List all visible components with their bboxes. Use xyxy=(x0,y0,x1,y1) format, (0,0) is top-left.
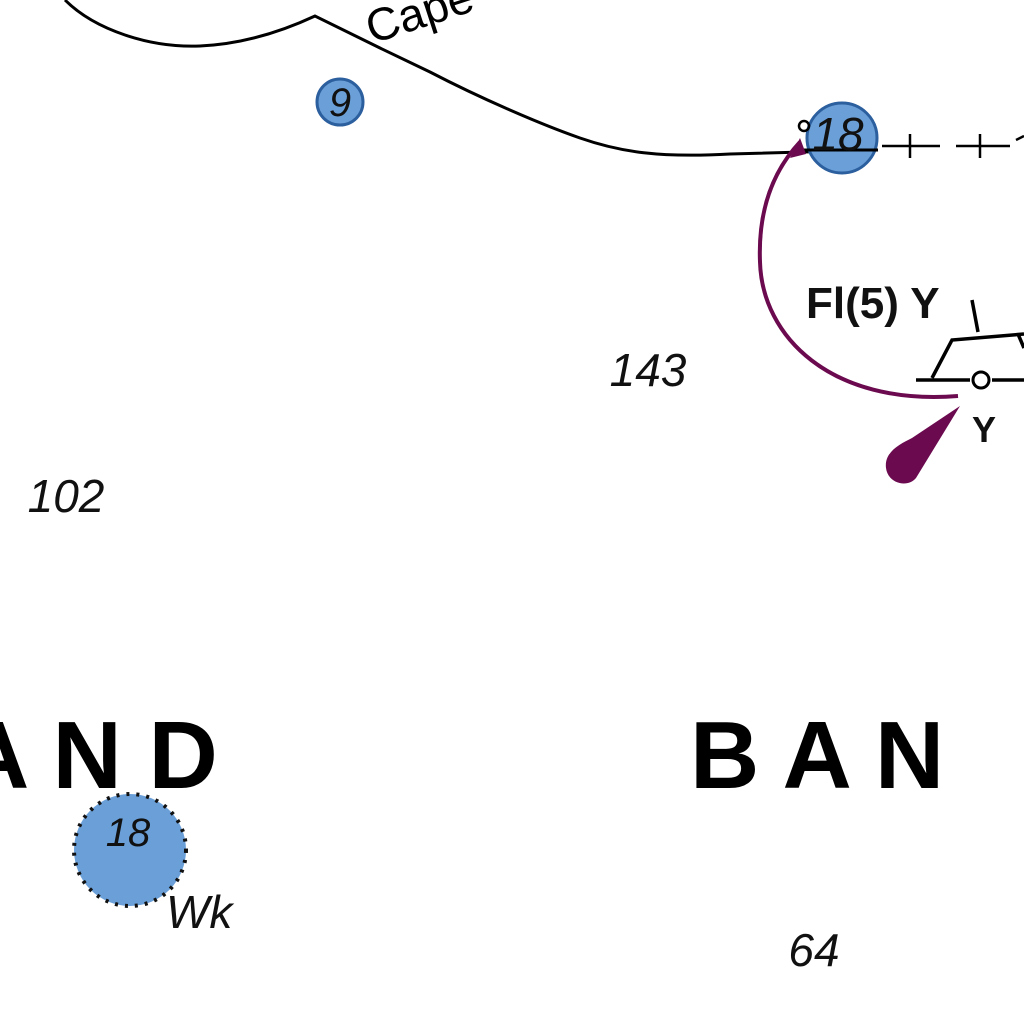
wreck-label: Wk xyxy=(166,886,234,938)
light-arc-arrowhead xyxy=(790,138,806,158)
rock-18-label: 18 xyxy=(812,108,864,160)
rock-awash-9: 9 xyxy=(315,77,365,127)
wreck-depth-label: 18 xyxy=(106,811,151,855)
coastline xyxy=(63,0,879,157)
sounding-102: 102 xyxy=(28,470,105,522)
rock-9-label: 9 xyxy=(329,81,351,125)
rock-coast-18: 18 xyxy=(797,101,879,175)
light-sector-arc xyxy=(757,140,959,399)
light-characteristic-label: Fl(5) Y xyxy=(806,279,940,328)
sounding-64: 64 xyxy=(788,924,839,976)
limit-line xyxy=(882,134,1024,158)
buoy-colour-label: Y xyxy=(972,409,996,450)
buoy-icon xyxy=(916,299,1024,390)
area-name-right: B A N xyxy=(690,702,944,809)
coast-name-label: Cape xyxy=(359,0,480,54)
sounding-143: 143 xyxy=(610,344,687,396)
wreck-symbol: 18 xyxy=(72,792,188,908)
light-flare-icon xyxy=(885,406,960,484)
area-name-left: A N D xyxy=(0,702,218,809)
